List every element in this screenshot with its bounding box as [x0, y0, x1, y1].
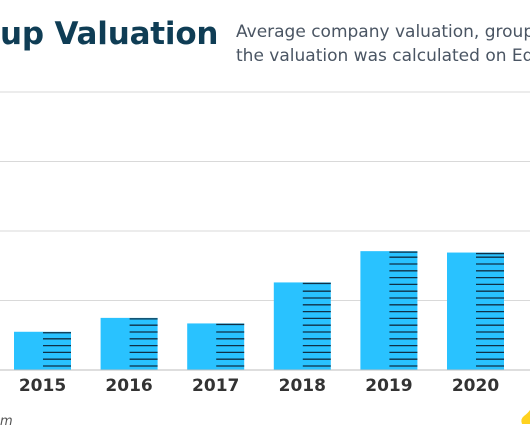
bar-2018 [273, 282, 331, 370]
x-tick-label: 2019 [365, 376, 412, 396]
bar-2015 [14, 331, 71, 370]
subtitle-line-2: the valuation was calculated on Eq [236, 46, 530, 66]
brand-logo-icon [521, 410, 530, 424]
chart-subtitle: Average company valuation, group the val… [236, 20, 530, 68]
x-tick-label: 2015 [19, 376, 66, 396]
bar-2016 [100, 317, 158, 370]
x-tick-label: 2017 [192, 376, 239, 396]
x-tick-label: 2016 [105, 376, 152, 396]
x-tick-label: 2020 [452, 376, 499, 396]
subtitle-line-1: Average company valuation, group [236, 22, 530, 42]
x-tick-label: 2018 [279, 376, 326, 396]
chart-title: up Valuation [0, 16, 219, 52]
source-credit: m [0, 414, 13, 429]
bar-2017 [187, 323, 245, 370]
